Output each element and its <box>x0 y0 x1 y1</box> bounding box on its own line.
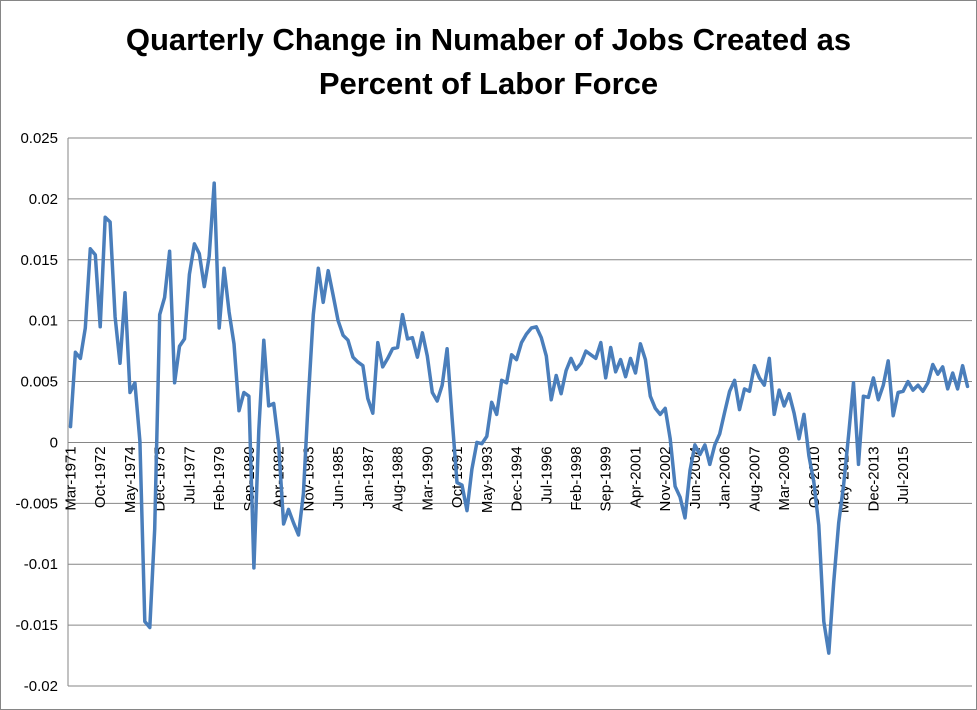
y-tick-label: 0.01 <box>29 313 58 330</box>
y-tick-label: -0.01 <box>24 556 58 573</box>
y-tick-label: 0.015 <box>20 252 58 269</box>
y-axis-tick-labels: -0.02 -0.015 -0.01 -0.005 0 0.005 0.01 0.015 0.0… <box>15 130 58 695</box>
x-tick-label: Jan-1987 <box>360 446 377 509</box>
x-tick-label: Jul-2015 <box>895 446 912 504</box>
y-tick-label: 0 <box>50 434 58 451</box>
y-tick-label: -0.015 <box>15 617 58 634</box>
x-tick-label: Aug-1988 <box>390 446 407 511</box>
x-tick-label: Dec-2013 <box>865 446 882 511</box>
x-tick-label: Mar-1990 <box>419 446 436 510</box>
x-tick-label: Nov-2002 <box>657 446 674 511</box>
x-tick-label: Apr-2001 <box>628 446 645 508</box>
y-tick-label: -0.005 <box>15 495 58 512</box>
x-tick-label: May-1974 <box>122 446 139 513</box>
x-tick-label: Jun-1985 <box>330 446 347 509</box>
x-tick-label: Sep-1999 <box>598 446 615 511</box>
series-line <box>68 181 970 655</box>
chart-title-line-1: Quarterly Change in Numaber of Jobs Crea… <box>125 22 852 57</box>
x-tick-label: Mar-1971 <box>63 446 80 510</box>
chart-title: Quarterly Change in Numaber of Jobs Crea… <box>0 18 977 106</box>
x-tick-label: Jan-2006 <box>717 446 734 509</box>
gridlines <box>68 137 972 687</box>
chart-title-line-2: Percent of Labor Force <box>318 66 659 101</box>
x-tick-label: Feb-1998 <box>568 446 585 510</box>
x-tick-label: Dec-1994 <box>509 446 526 511</box>
y-tick-label: 0.005 <box>20 374 58 391</box>
y-tick-label: 0.02 <box>29 191 58 208</box>
x-tick-label: Sep-1980 <box>241 446 258 511</box>
x-tick-label: Aug-2007 <box>746 446 763 511</box>
x-tick-label: Feb-1979 <box>211 446 228 510</box>
x-tick-label: Oct-1972 <box>92 446 109 508</box>
x-tick-label: May-1993 <box>479 446 496 513</box>
y-tick-label: -0.02 <box>24 678 58 695</box>
x-axis-tick-labels: Mar-1971 Oct-1972 May-1974 Dec-1975 Jul-1977… <box>63 446 913 513</box>
series-group <box>68 181 970 655</box>
x-tick-label: Jul-1996 <box>538 446 555 504</box>
x-tick-label: Mar-2009 <box>776 446 793 510</box>
x-tick-label: Jul-1977 <box>181 446 198 504</box>
y-tick-label: 0.025 <box>20 130 58 147</box>
